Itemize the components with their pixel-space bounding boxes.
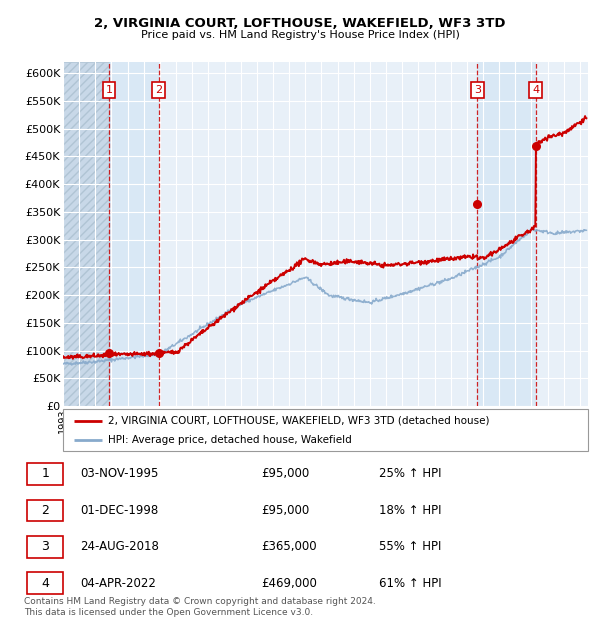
FancyBboxPatch shape: [27, 463, 64, 485]
Text: 2: 2: [41, 504, 49, 517]
Text: £469,000: £469,000: [261, 577, 317, 590]
Text: 18% ↑ HPI: 18% ↑ HPI: [379, 504, 442, 517]
Text: 2: 2: [155, 85, 162, 95]
Text: 4: 4: [532, 85, 539, 95]
FancyBboxPatch shape: [63, 409, 588, 451]
Text: 61% ↑ HPI: 61% ↑ HPI: [379, 577, 442, 590]
Bar: [109, 62, 158, 406]
Text: 25% ↑ HPI: 25% ↑ HPI: [379, 467, 442, 481]
Text: 2, VIRGINIA COURT, LOFTHOUSE, WAKEFIELD, WF3 3TD (detached house): 2, VIRGINIA COURT, LOFTHOUSE, WAKEFIELD,…: [107, 415, 489, 425]
Text: 3: 3: [474, 85, 481, 95]
Text: 1: 1: [41, 467, 49, 481]
Bar: [478, 62, 536, 406]
Text: 01-DEC-1998: 01-DEC-1998: [80, 504, 158, 517]
Text: £95,000: £95,000: [261, 467, 309, 481]
Bar: [63, 62, 109, 406]
Text: £365,000: £365,000: [261, 540, 317, 553]
Text: 3: 3: [41, 540, 49, 553]
FancyBboxPatch shape: [27, 500, 64, 521]
FancyBboxPatch shape: [27, 536, 64, 557]
Text: 2, VIRGINIA COURT, LOFTHOUSE, WAKEFIELD, WF3 3TD: 2, VIRGINIA COURT, LOFTHOUSE, WAKEFIELD,…: [94, 17, 506, 30]
Text: £95,000: £95,000: [261, 504, 309, 517]
Text: HPI: Average price, detached house, Wakefield: HPI: Average price, detached house, Wake…: [107, 435, 352, 445]
Text: 4: 4: [41, 577, 49, 590]
Text: 24-AUG-2018: 24-AUG-2018: [80, 540, 159, 553]
Text: Price paid vs. HM Land Registry's House Price Index (HPI): Price paid vs. HM Land Registry's House …: [140, 30, 460, 40]
Text: 55% ↑ HPI: 55% ↑ HPI: [379, 540, 442, 553]
Bar: [63, 62, 109, 406]
Text: 04-APR-2022: 04-APR-2022: [80, 577, 156, 590]
Text: 1: 1: [106, 85, 112, 95]
Text: Contains HM Land Registry data © Crown copyright and database right 2024.
This d: Contains HM Land Registry data © Crown c…: [24, 598, 376, 617]
FancyBboxPatch shape: [27, 572, 64, 594]
Text: 03-NOV-1995: 03-NOV-1995: [80, 467, 159, 481]
